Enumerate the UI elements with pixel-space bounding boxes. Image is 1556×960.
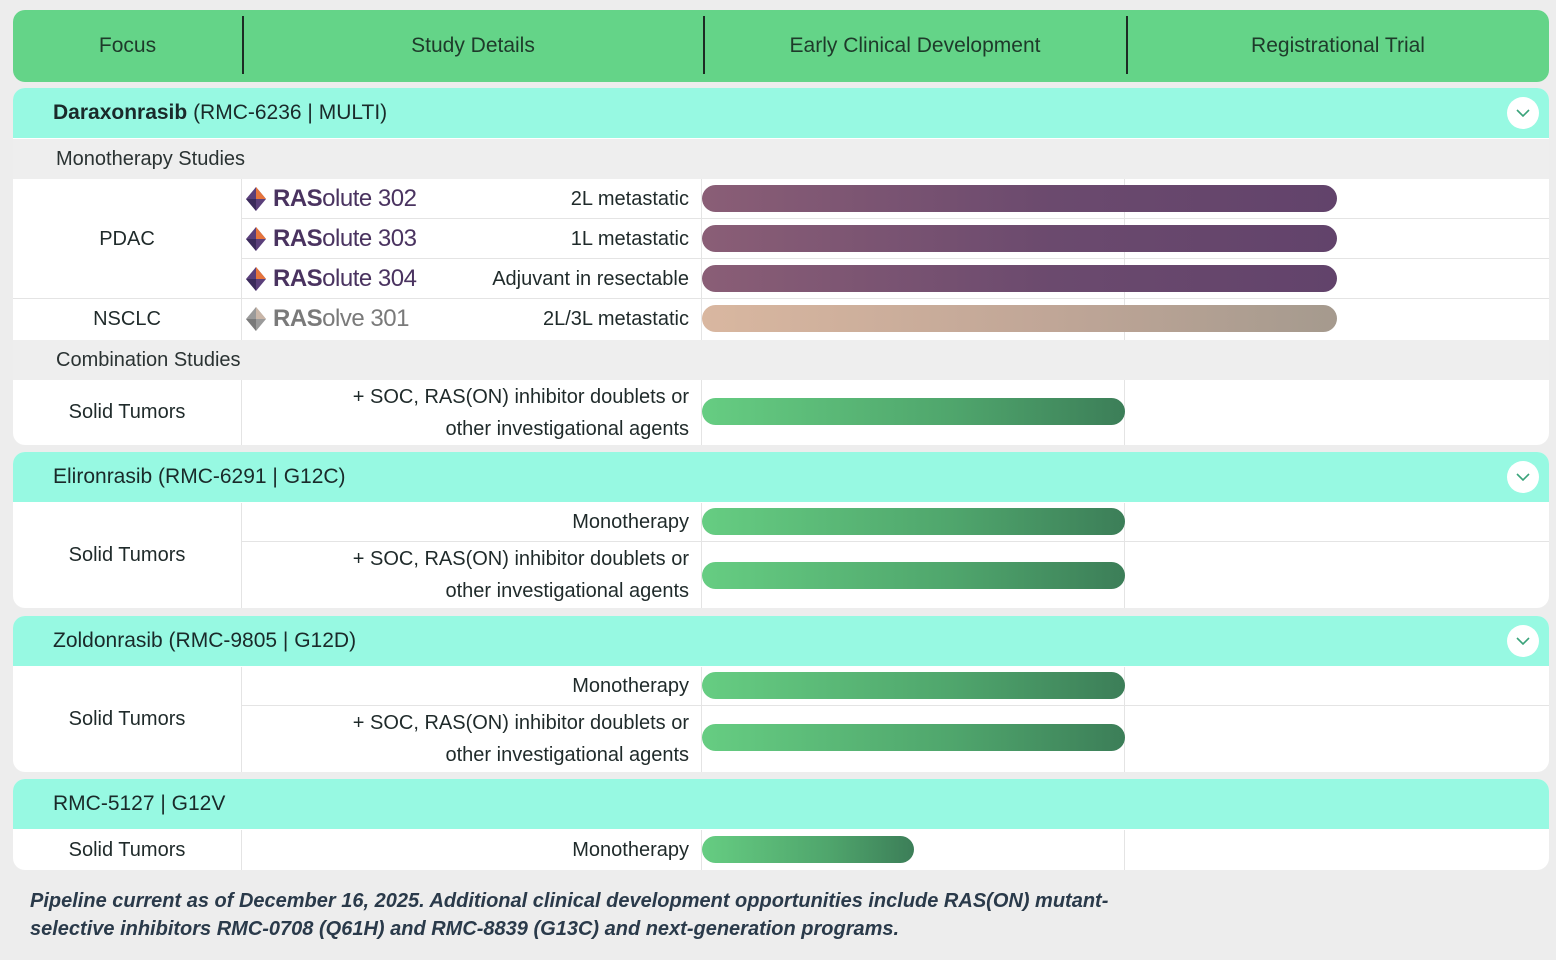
- header-divider: [242, 16, 244, 74]
- elironrasib-card: Elironrasib (RMC-6291 | G12C) Solid Tumo…: [13, 452, 1549, 608]
- grid-line: [241, 179, 242, 340]
- grid-line: [701, 380, 702, 445]
- focus-solid-tumors: Solid Tumors: [68, 401, 186, 423]
- mono-detail: Monotherapy: [572, 511, 689, 533]
- trial-logo-rasolute-302: RASolute 302: [245, 179, 417, 219]
- grid-line: [241, 258, 1549, 259]
- grid-line: [241, 218, 1549, 219]
- grid-line: [1124, 503, 1125, 608]
- trial-detail: 1L metastatic: [570, 228, 689, 250]
- header-divider: [1126, 16, 1128, 74]
- rmc5127-title-bar: RMC-5127 | G12V: [13, 779, 1549, 829]
- grid-line: [13, 298, 1549, 299]
- mono-detail: Monotherapy: [572, 839, 689, 861]
- focus-solid-tumors: Solid Tumors: [68, 544, 186, 566]
- progress-bar-rasolute-302: [702, 185, 1337, 212]
- grid-line: [701, 830, 702, 870]
- combo-detail: + SOC, RAS(ON) inhibitor doublets or oth…: [352, 548, 689, 602]
- grid-line: [241, 503, 242, 608]
- trial-brand-light: olve 301: [322, 305, 409, 332]
- grid-line: [701, 503, 702, 608]
- grid-line: [701, 179, 702, 340]
- elironrasib-title-bar[interactable]: Elironrasib (RMC-6291 | G12C): [13, 452, 1549, 502]
- grid-line: [701, 667, 702, 772]
- progress-bar-rasolve-301: [702, 305, 1337, 332]
- ras-diamond-logo-icon: [246, 227, 266, 251]
- drug-title: Elironrasib (RMC-6291 | G12C): [53, 465, 346, 488]
- grid-line: [1124, 830, 1125, 870]
- trial-brand-light: olute 304: [322, 265, 417, 292]
- pipeline-footnote: Pipeline current as of December 16, 2025…: [30, 890, 1109, 940]
- trial-logo-rasolute-303: RASolute 303: [245, 219, 417, 259]
- trial-brand-bold: RAS: [273, 225, 323, 252]
- header-divider: [703, 16, 705, 74]
- grid-line: [241, 705, 1549, 706]
- grid-line: [1124, 667, 1125, 772]
- chevron-down-icon[interactable]: [1507, 625, 1539, 657]
- header-study-details: Study Details: [411, 34, 535, 57]
- rmc5127-card: RMC-5127 | G12V Solid Tumors Monotherapy: [13, 779, 1549, 870]
- focus-solid-tumors: Solid Tumors: [68, 838, 186, 861]
- drug-title: RMC-5127 | G12V: [53, 792, 226, 815]
- combination-studies-label: Combination Studies: [13, 340, 1549, 380]
- trial-detail: Adjuvant in resectable: [492, 268, 689, 290]
- trial-brand-light: olute 303: [322, 225, 417, 252]
- progress-bar-combination: [702, 562, 1125, 589]
- combo-detail: + SOC, RAS(ON) inhibitor doublets or oth…: [352, 712, 689, 766]
- grid-line: [241, 380, 242, 445]
- drug-name: Daraxonrasib: [53, 101, 188, 124]
- trial-brand-bold: RAS: [273, 305, 323, 332]
- daraxonrasib-title-bar[interactable]: Daraxonrasib (RMC-6236 | MULTI): [13, 88, 1549, 138]
- progress-bar-rasolute-303: [702, 225, 1337, 252]
- grid-line: [1124, 179, 1125, 340]
- daraxonrasib-card: Daraxonrasib (RMC-6236 | MULTI) Monother…: [13, 88, 1549, 445]
- monotherapy-studies-label: Monotherapy Studies: [13, 139, 1549, 179]
- ras-diamond-logo-icon: [246, 267, 266, 291]
- drug-suffix: (RMC-6236 | MULTI): [187, 101, 388, 124]
- header-early-clinical: Early Clinical Development: [789, 34, 1041, 57]
- trial-brand-bold: RAS: [273, 185, 323, 212]
- progress-bar-rasolute-304: [702, 265, 1337, 292]
- drug-title: Zoldonrasib (RMC-9805 | G12D): [53, 629, 357, 652]
- grid-line: [241, 830, 242, 870]
- trial-detail: 2L/3L metastatic: [542, 308, 689, 330]
- progress-bar-combination: [702, 398, 1125, 425]
- trial-brand-light: olute 302: [322, 185, 417, 212]
- mono-detail: Monotherapy: [572, 675, 689, 697]
- progress-bar-monotherapy: [702, 836, 914, 863]
- trial-logo-rasolute-304: RASolute 304: [245, 259, 417, 299]
- combo-detail: + SOC, RAS(ON) inhibitor doublets or oth…: [352, 385, 689, 440]
- zoldonrasib-card: Zoldonrasib (RMC-9805 | G12D) Solid Tumo…: [13, 616, 1549, 772]
- trial-detail: 2L metastatic: [570, 188, 689, 210]
- progress-bar-monotherapy: [702, 508, 1125, 535]
- chevron-down-icon[interactable]: [1507, 97, 1539, 129]
- progress-bar-combination: [702, 724, 1125, 751]
- grid-line: [241, 541, 1549, 542]
- chevron-down-icon[interactable]: [1507, 461, 1539, 493]
- pipeline-header: Focus Study Details Early Clinical Devel…: [13, 10, 1549, 82]
- grid-line: [241, 667, 242, 772]
- header-registrational: Registrational Trial: [1251, 34, 1425, 57]
- progress-bar-monotherapy: [702, 672, 1125, 699]
- ras-diamond-logo-icon: [246, 307, 266, 331]
- ras-diamond-logo-icon: [246, 187, 266, 211]
- focus-pdac: PDAC: [99, 227, 155, 250]
- zoldonrasib-title-bar[interactable]: Zoldonrasib (RMC-9805 | G12D): [13, 616, 1549, 666]
- focus-nsclc: NSCLC: [93, 307, 161, 330]
- focus-solid-tumors: Solid Tumors: [68, 708, 186, 730]
- trial-brand-bold: RAS: [273, 265, 323, 292]
- header-focus: Focus: [98, 34, 157, 57]
- trial-logo-rasolve-301: RASolve 301: [245, 299, 409, 339]
